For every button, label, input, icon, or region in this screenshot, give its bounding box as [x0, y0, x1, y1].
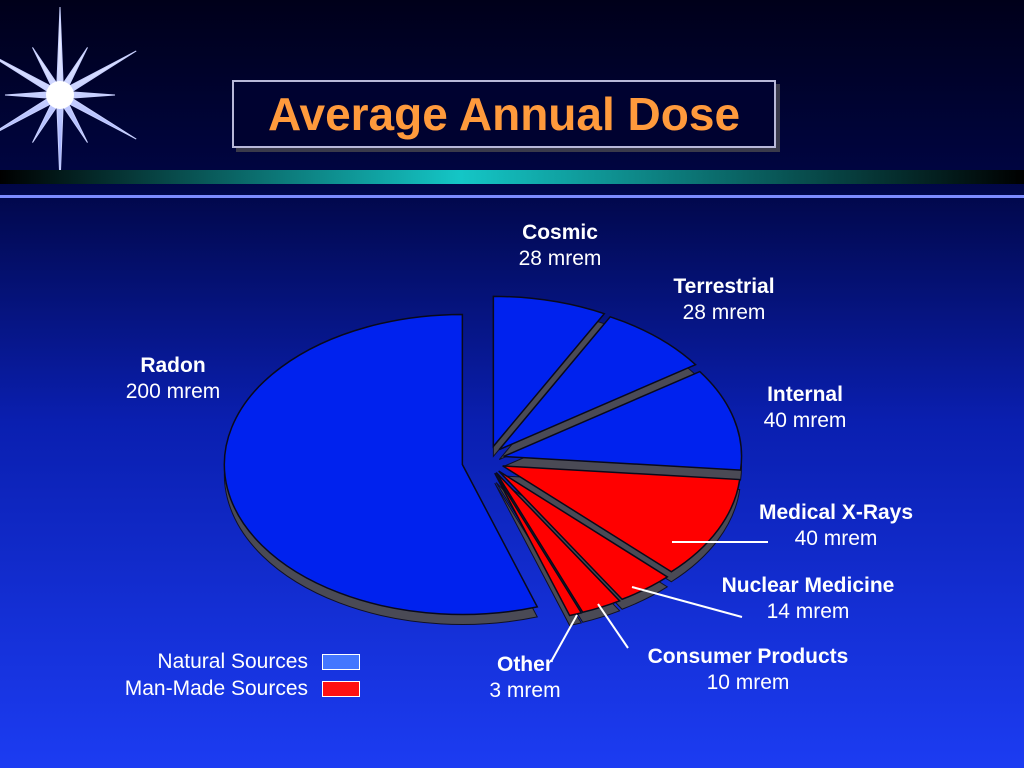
- slice-name: Medical X-Rays: [758, 501, 914, 524]
- label-nuclear-medicine: Nuclear Medicine 14 mrem: [688, 573, 928, 625]
- slice-value: 3 mrem: [489, 679, 561, 702]
- page-title: Average Annual Dose: [267, 88, 741, 140]
- label-cosmic: Cosmic 28 mrem: [480, 220, 640, 272]
- slice-value: 40 mrem: [794, 527, 878, 550]
- title-box: Average Annual Dose: [232, 80, 776, 148]
- pie-slice-medical-x-rays: [502, 465, 741, 583]
- label-consumer-products: Consumer Products 10 mrem: [618, 644, 878, 696]
- slice-name: Other: [496, 653, 553, 676]
- pie-slice-other: [494, 472, 583, 627]
- label-radon: Radon 200 mrem: [93, 353, 253, 405]
- pie-slice-cosmic: [492, 295, 606, 458]
- slice-value: 200 mrem: [125, 380, 221, 403]
- starburst-icon: [0, 6, 137, 184]
- legend-swatch-man-made: [322, 680, 360, 697]
- label-internal: Internal 40 mrem: [725, 382, 885, 434]
- leader-lines: [551, 541, 768, 661]
- slice-value: 28 mrem: [682, 301, 766, 324]
- slice-name: Terrestrial: [673, 275, 775, 298]
- divider-band: [0, 170, 1024, 184]
- slice-value: 40 mrem: [763, 409, 847, 432]
- slice-name: Internal: [767, 383, 843, 406]
- label-medical-x-rays: Medical X-Rays 40 mrem: [726, 500, 946, 552]
- slice-value: 14 mrem: [766, 600, 850, 623]
- slice-value: 28 mrem: [518, 247, 602, 270]
- legend-item-man-made: Man-Made Sources: [60, 675, 360, 702]
- pie-slice-radon: [223, 313, 539, 625]
- slice-name: Radon: [140, 354, 206, 377]
- legend-swatch-natural: [322, 653, 360, 670]
- pie-slice-consumer-products: [495, 472, 621, 623]
- slice-name: Nuclear Medicine: [721, 574, 895, 597]
- pie-chart: [223, 295, 743, 627]
- slice-name: Consumer Products: [647, 645, 849, 668]
- leader-line-nuclear-medicine: [631, 586, 743, 618]
- pie-slice-nuclear-medicine: [498, 470, 669, 610]
- slice-value: 10 mrem: [706, 671, 790, 694]
- legend-label: Man-Made Sources: [124, 676, 308, 700]
- slice-name: Cosmic: [522, 221, 598, 244]
- legend-label: Natural Sources: [157, 649, 308, 673]
- leader-line-consumer-products: [597, 603, 629, 649]
- legend: Natural Sources Man-Made Sources: [60, 648, 360, 702]
- divider-line: [0, 195, 1024, 198]
- label-other: Other 3 mrem: [465, 652, 585, 704]
- label-terrestrial: Terrestrial 28 mrem: [644, 274, 804, 326]
- legend-item-natural: Natural Sources: [60, 648, 360, 675]
- leader-line-other: [551, 614, 578, 661]
- pie-slice-internal: [503, 370, 743, 481]
